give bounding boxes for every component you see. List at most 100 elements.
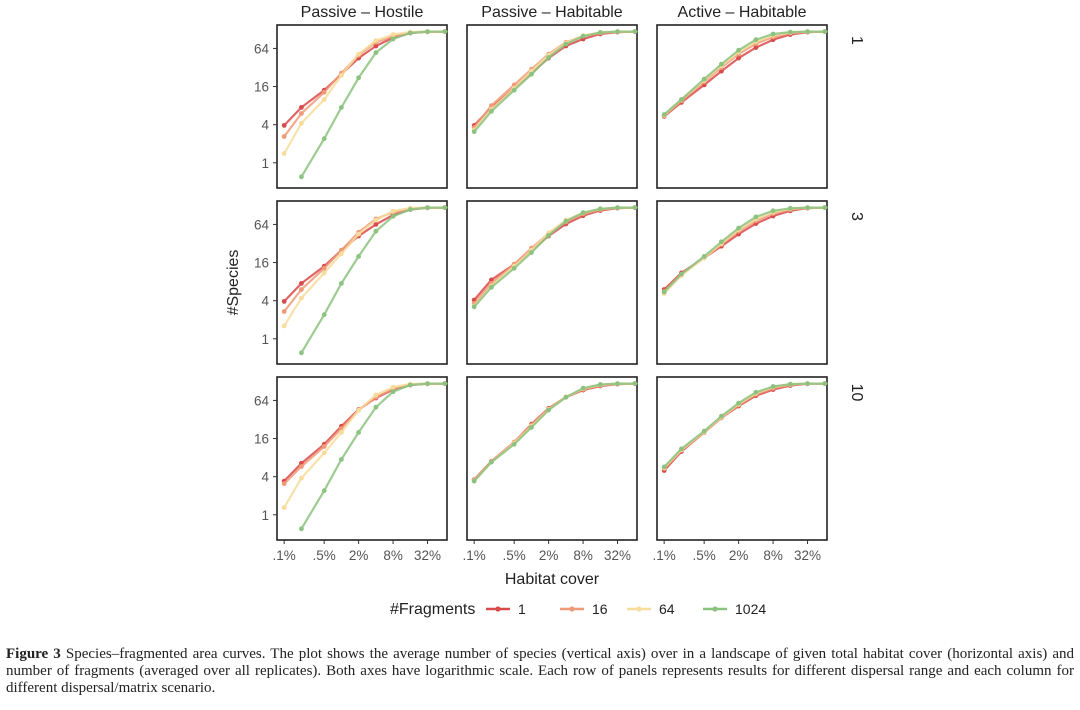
panel-r3-passive-habitable-series-1024-point — [511, 265, 517, 271]
panel-r3-active-habitable-series-1024-point — [701, 254, 707, 259]
panel-r3-passive-hostile-series-16-point — [281, 309, 287, 314]
panel-r1-passive-hostile-series-1024-point — [339, 105, 344, 110]
panel-r3-active-habitable-series-1024-line — [663, 206, 825, 293]
panel-r1-active-habitable-series-1024-point — [822, 29, 828, 34]
y-tick-label: 4 — [261, 470, 269, 485]
panel-r10-active-habitable-series-1024-point — [770, 384, 776, 389]
panel-r3-active-habitable-series-1024-point — [770, 208, 776, 214]
panel-r10-passive-habitable-series-1024-point — [546, 407, 551, 413]
panel-r10-passive-hostile-series-1024-point — [299, 526, 304, 532]
panel-r1-passive-hostile-series-16-point — [321, 89, 327, 95]
panel-r10-passive-hostile-series-1024-point — [442, 381, 448, 386]
panel-r1-passive-hostile-series-64-point — [373, 38, 379, 43]
panel-r3-passive-hostile-series-64-point — [321, 270, 327, 276]
y-tick-label: 4 — [261, 118, 269, 133]
panel-r1-passive-hostile-series-64-point — [281, 151, 287, 156]
panel-r1-active-habitable-series-1-point — [719, 68, 724, 74]
panel-r10-passive-hostile-series-16-point — [299, 464, 304, 469]
panel-r1-passive-habitable-series-1024-point — [632, 29, 638, 34]
legend-title: #Fragments — [390, 601, 475, 618]
panel-r1-active-habitable-series-1024-point — [701, 76, 707, 82]
panel-r3-active-habitable-series-1024-point — [753, 214, 759, 220]
panel-r3-passive-hostile-series-64-point — [299, 295, 304, 301]
panel-r3-passive-habitable-series-1024-point — [546, 233, 551, 238]
panel-r3-passive-hostile-series-16-point — [299, 287, 304, 292]
panel-r3-active-habitable-series-1024-point — [679, 271, 684, 277]
caption-text: Species–fragmented area curves. The plot… — [6, 646, 1075, 696]
legend-label-1: 1 — [518, 601, 526, 617]
panel-r1-passive-hostile-series-64-point — [299, 120, 304, 126]
panel-r3-passive-habitable-series-1024-point — [597, 206, 603, 212]
facet-row-10: 10 — [848, 384, 865, 402]
x-tick-label: 8% — [763, 548, 783, 563]
panel-r3-passive-hostile-series-1024-point — [425, 205, 430, 211]
figure-caption: Figure 3 Species–fragmented area curves.… — [6, 646, 1074, 697]
panel-r3-passive-hostile-series-1024-point — [390, 213, 396, 219]
x-tick-label: .1% — [463, 548, 486, 563]
panel-r10-passive-habitable-frame — [466, 376, 638, 541]
panel-r10-passive-habitable-series-1024-point — [489, 459, 494, 465]
panel-r3-passive-hostile-series-1-point — [299, 281, 304, 286]
panel-r1-passive-hostile-series-1-point — [281, 123, 287, 128]
panel-r3-passive-hostile-series-1024-point — [407, 207, 413, 212]
x-tick-label: .1% — [653, 548, 676, 563]
panel-r1-passive-hostile-series-64-point — [390, 32, 396, 37]
panel-r10-passive-habitable-series-1024-point — [615, 381, 620, 386]
panel-r3-passive-hostile-series-16-point — [321, 265, 327, 271]
panel-r10-passive-hostile-series-64-point — [321, 450, 327, 456]
x-tick-label: .5% — [313, 548, 336, 563]
legend-marker-1 — [495, 606, 501, 612]
legend-marker-1024 — [712, 606, 718, 612]
x-tick-label: 32% — [794, 548, 821, 563]
panel-r3-passive-hostile-series-1024-point — [442, 205, 448, 211]
panel-r10-active-habitable-series-1024-point — [719, 413, 724, 419]
panel-r1-active-habitable-series-1024-line — [663, 30, 825, 116]
facet-title-active-habitable: Active – Habitable — [678, 4, 807, 21]
panel-r10-passive-hostile-series-1024-point — [356, 430, 361, 435]
panel-r3-active-habitable-series-1024-point — [661, 289, 667, 295]
panel-r1-passive-habitable-series-1024-point — [529, 71, 534, 77]
panel-r3-passive-hostile-series-1024-point — [321, 312, 327, 318]
y-tick-label: 16 — [254, 256, 269, 271]
panel-r1-passive-hostile-series-64-point — [339, 73, 344, 78]
faceted-line-chart: Passive – Hostile Passive – Habitable Acti… — [225, 4, 865, 618]
panel-r10-passive-hostile-series-64-point — [281, 505, 287, 510]
x-tick-label: 32% — [414, 548, 441, 563]
x-tick-label: .1% — [273, 548, 296, 563]
panel-r1-active-habitable-series-1024-point — [787, 29, 793, 35]
x-tick-label: 8% — [573, 548, 593, 563]
panel-r3-passive-habitable-series-1024-point — [563, 218, 569, 224]
x-tick-label: 8% — [383, 548, 403, 563]
panel-r3-passive-hostile-series-64-point — [373, 217, 379, 223]
x-tick-label: 32% — [604, 548, 631, 563]
panel-r3-passive-habitable-series-1024-point — [489, 284, 494, 290]
panel-r10-active-habitable-series-1024-point — [805, 381, 810, 386]
panel-r1-passive-hostile-series-1024-point — [390, 36, 396, 42]
panel-r10-passive-habitable-series-1024-point — [471, 478, 477, 484]
panel-r10-passive-hostile-series-1024-point — [321, 488, 327, 494]
panel-r3-passive-hostile-series-1024-point — [299, 350, 304, 356]
facet-row-3: 3 — [848, 212, 865, 221]
panel-r10-active-habitable-series-1024-point — [787, 381, 793, 387]
legend-marker-16 — [569, 606, 575, 612]
panel-r10-passive-hostile-frame — [276, 376, 448, 541]
panel-r10-passive-hostile-series-64-point — [356, 407, 361, 413]
panel-r1-passive-hostile-series-1024-point — [321, 136, 327, 142]
panel-r1-passive-habitable-series-1024-point — [615, 29, 620, 34]
y-tick-label: 64 — [254, 217, 270, 232]
panel-r1-passive-hostile-series-1024-point — [407, 30, 413, 36]
panel-r1-active-habitable-series-1024-point — [770, 31, 776, 37]
facet-title-passive-habitable: Passive – Habitable — [481, 4, 623, 21]
facet-title-passive-hostile: Passive – Hostile — [301, 4, 424, 21]
panel-r3-passive-hostile-series-1024-point — [339, 281, 344, 286]
panel-r1-passive-hostile-series-1024-point — [425, 29, 430, 34]
panel-r10-passive-hostile-series-1024-point — [373, 404, 379, 410]
panel-r1-passive-habitable-series-1024-point — [546, 55, 551, 60]
x-tick-label: .5% — [693, 548, 716, 563]
panel-r3-active-habitable-series-1024-point — [719, 239, 724, 245]
panel-r1-passive-hostile-series-64-point — [356, 51, 361, 57]
panel-r1-active-habitable-series-1-point — [753, 45, 759, 50]
panel-r10-passive-hostile-series-1024-point — [407, 382, 413, 388]
panel-r1-passive-hostile-series-1024-point — [299, 174, 304, 180]
panel-r3-passive-habitable-series-1024-point — [529, 250, 534, 256]
